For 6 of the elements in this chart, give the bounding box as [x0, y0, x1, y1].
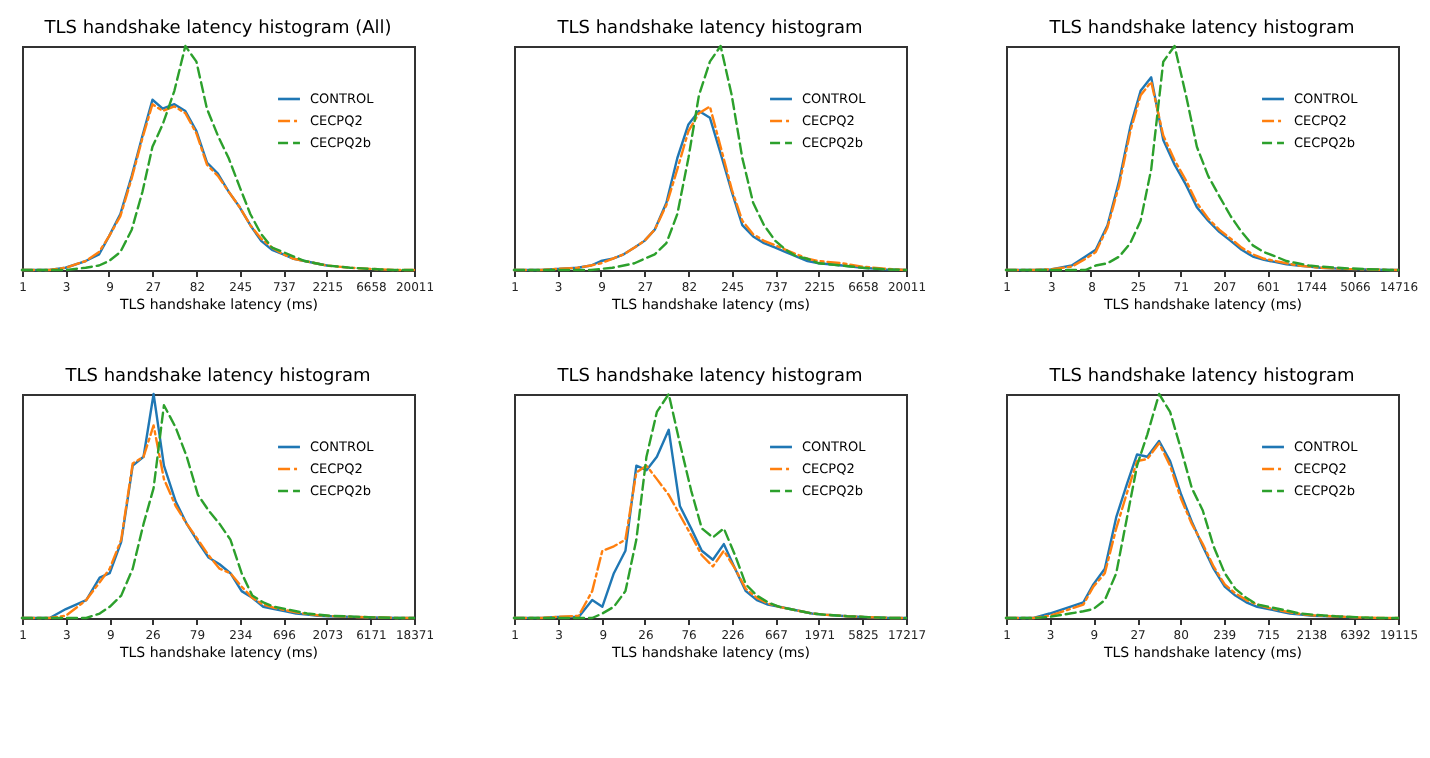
chart-title: TLS handshake latency histogram: [1047, 366, 1355, 387]
chart-title: TLS handshake latency histogram (All): [42, 18, 392, 39]
chart-title: TLS handshake latency histogram: [63, 366, 371, 387]
chart-title: TLS handshake latency histogram: [555, 18, 863, 39]
chart-title: TLS handshake latency histogram: [1047, 18, 1355, 39]
chart-title: TLS handshake latency histogram: [555, 366, 863, 387]
